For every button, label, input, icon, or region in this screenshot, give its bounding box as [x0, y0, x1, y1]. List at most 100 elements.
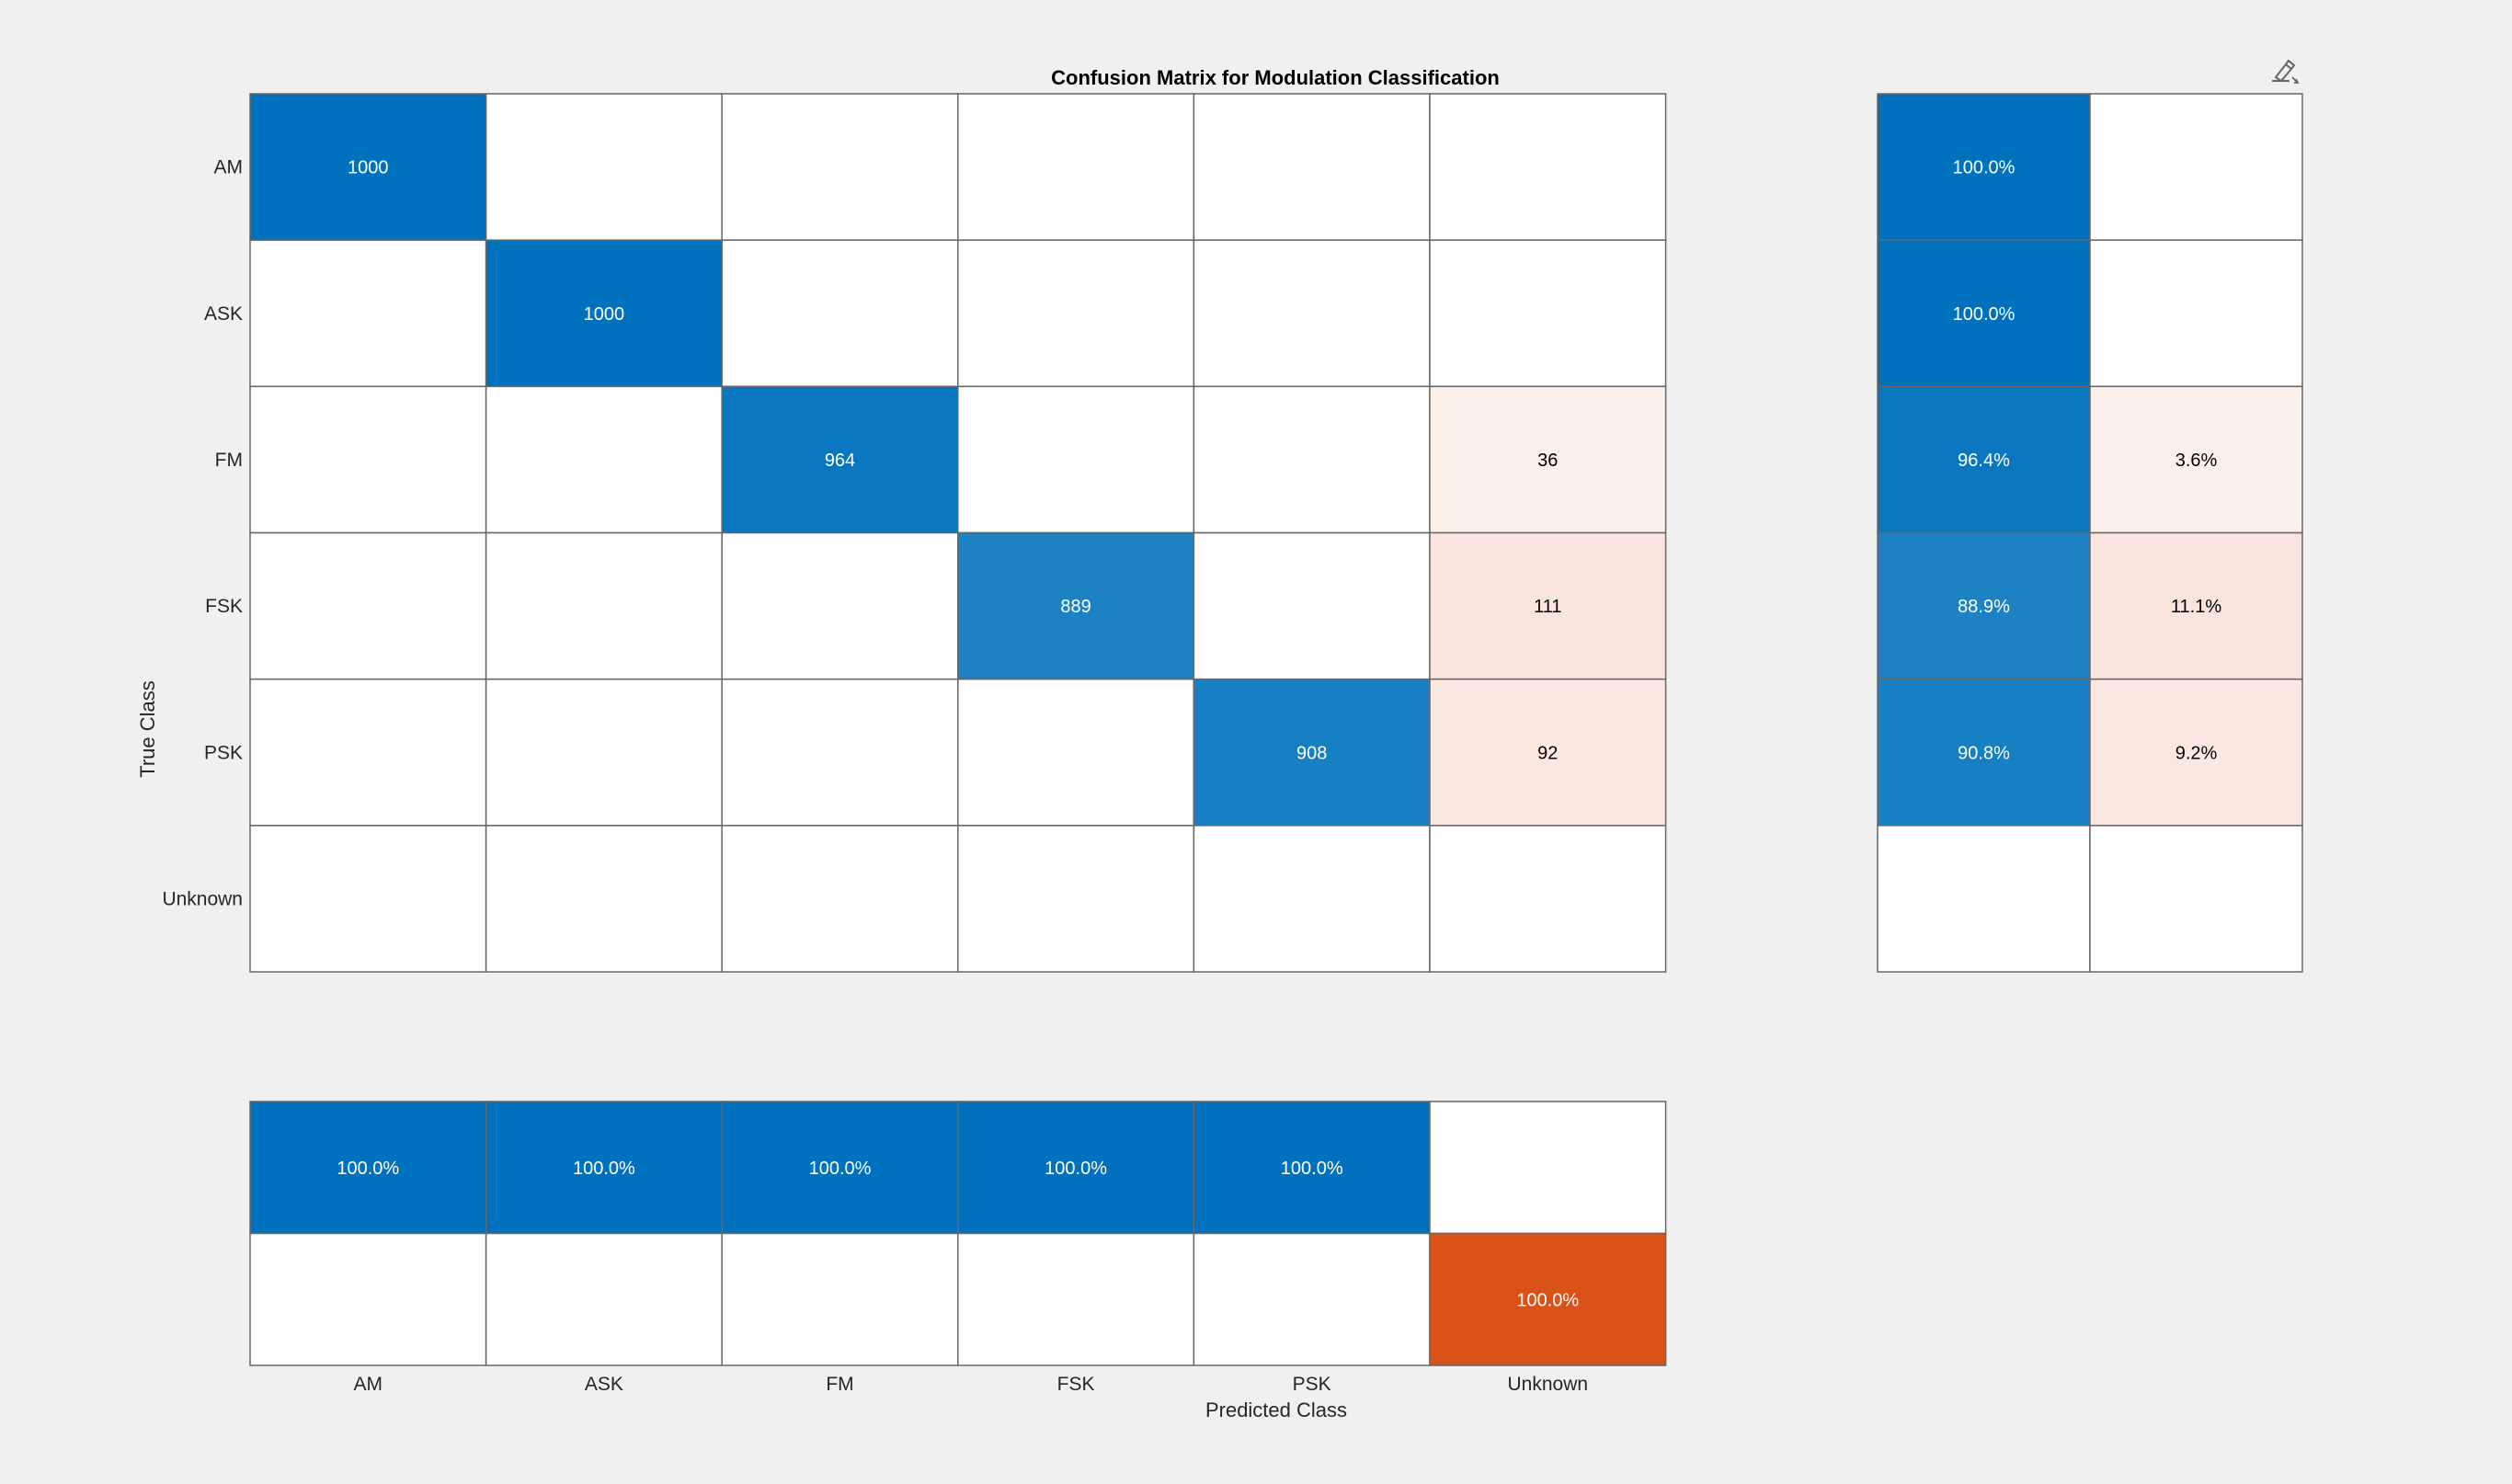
- matrix-cell: 1000: [485, 239, 723, 388]
- matrix-cell: 1000: [249, 93, 487, 241]
- row-summary-value: 100.0%: [1953, 158, 2015, 178]
- col-correct-cell: 100.0%: [1193, 1101, 1431, 1235]
- matrix-cell: [1429, 239, 1667, 388]
- row-incorrect-cell: 11.1%: [2089, 531, 2303, 680]
- matrix-cell: [1429, 825, 1667, 973]
- y-tick-labels: AM ASK FM FSK PSK Unknown: [162, 157, 243, 910]
- matrix-cell: [485, 531, 723, 680]
- col-correct-cell: [1429, 1101, 1667, 1235]
- column-summary-value: 100.0%: [573, 1159, 635, 1179]
- x-tick-label: PSK: [1293, 1374, 1331, 1395]
- matrix-cell: [1429, 93, 1667, 241]
- row-correct-cell: 100.0%: [1877, 93, 2091, 241]
- row-summary-value: 100.0%: [1953, 304, 2015, 325]
- row-summary-value: 11.1%: [2171, 597, 2221, 617]
- matrix-cell: [721, 239, 959, 388]
- matrix-cell: [485, 678, 723, 827]
- row-incorrect-cell: [2089, 93, 2303, 241]
- matrix-cell: [249, 531, 487, 680]
- column-summary-value: 100.0%: [809, 1159, 872, 1179]
- matrix-cell: [721, 531, 959, 680]
- matrix-cell: [721, 678, 959, 827]
- cell-value: 111: [1534, 597, 1561, 617]
- matrix-cell: [1193, 239, 1431, 388]
- y-tick-label: Unknown: [162, 888, 243, 909]
- matrix-cell: [249, 239, 487, 388]
- row-correct-cell: 96.4%: [1877, 385, 2091, 534]
- cell-value: 92: [1537, 743, 1558, 763]
- row-correct-cell: 100.0%: [1877, 239, 2091, 388]
- matrix-cell: [721, 93, 959, 241]
- cell-value: 1000: [348, 158, 389, 178]
- col-correct-cell: 100.0%: [721, 1101, 959, 1235]
- cell-value: 964: [825, 451, 855, 471]
- row-summary-matrix: 100.0% 100.0% 96.4% 3.6% 88.9% 11.1% 90.8% 9.2%: [1877, 93, 2303, 973]
- col-correct-cell: 100.0%: [249, 1101, 487, 1235]
- col-incorrect-cell: [485, 1232, 723, 1366]
- col-correct-cell: 100.0%: [485, 1101, 723, 1235]
- y-tick-label: AM: [214, 157, 244, 178]
- matrix-cell: [1193, 385, 1431, 534]
- cell-value: 1000: [584, 304, 625, 325]
- matrix-cell: [957, 825, 1195, 973]
- x-axis-label: Predicted Class: [1205, 1398, 1347, 1421]
- x-tick-label: Unknown: [1508, 1374, 1589, 1395]
- matrix-cell: [485, 385, 723, 534]
- matrix-cell: 92: [1429, 678, 1667, 827]
- y-axis-label: True Class: [136, 680, 159, 778]
- chart-title: Confusion Matrix for Modulation Classifi…: [1051, 66, 1500, 89]
- brush-data-icon[interactable]: [2267, 57, 2301, 86]
- main-matrix: 1000 1000 964 36 889 111 908 92: [249, 93, 1667, 973]
- x-tick-label: AM: [354, 1374, 383, 1395]
- row-incorrect-cell: 9.2%: [2089, 678, 2303, 827]
- col-incorrect-cell: [957, 1232, 1195, 1366]
- row-summary-value: 9.2%: [2175, 743, 2218, 763]
- col-incorrect-cell: [249, 1232, 487, 1366]
- matrix-cell: 36: [1429, 385, 1667, 534]
- column-summary-value: 100.0%: [1281, 1159, 1343, 1179]
- matrix-cell: [957, 678, 1195, 827]
- row-incorrect-cell: 3.6%: [2089, 385, 2303, 534]
- matrix-cell: [1193, 531, 1431, 680]
- y-tick-label: FSK: [205, 596, 243, 617]
- y-tick-label: ASK: [204, 303, 243, 325]
- cell-value: 908: [1296, 743, 1327, 763]
- column-summary-value: 100.0%: [1516, 1290, 1579, 1310]
- col-incorrect-cell: 100.0%: [1429, 1232, 1667, 1366]
- cell-value: 36: [1537, 451, 1558, 471]
- column-summary-value: 100.0%: [1045, 1159, 1107, 1179]
- row-summary-value: 88.9%: [1958, 597, 2010, 617]
- x-tick-labels: AM ASK FM FSK PSK Unknown: [354, 1374, 1589, 1395]
- matrix-cell: [1193, 93, 1431, 241]
- col-incorrect-cell: [721, 1232, 959, 1366]
- x-tick-label: FM: [826, 1374, 853, 1395]
- column-summary-matrix: 100.0% 100.0% 100.0% 100.0% 100.0% 100.0%: [249, 1101, 1667, 1366]
- row-correct-cell: 90.8%: [1877, 678, 2091, 827]
- matrix-cell: [1193, 825, 1431, 973]
- matrix-cell: [957, 239, 1195, 388]
- row-incorrect-cell: [2089, 825, 2303, 973]
- y-tick-label: FM: [215, 450, 243, 471]
- row-correct-cell: 88.9%: [1877, 531, 2091, 680]
- matrix-cell: [249, 825, 487, 973]
- matrix-cell: [721, 825, 959, 973]
- column-summary-value: 100.0%: [337, 1159, 399, 1179]
- col-incorrect-cell: [1193, 1232, 1431, 1366]
- row-correct-cell: [1877, 825, 2091, 973]
- matrix-cell: [957, 93, 1195, 241]
- matrix-cell: 889: [957, 531, 1195, 680]
- matrix-cell: 111: [1429, 531, 1667, 680]
- matrix-cell: 908: [1193, 678, 1431, 827]
- x-tick-label: FSK: [1057, 1374, 1095, 1395]
- matrix-cell: 964: [721, 385, 959, 534]
- row-summary-value: 96.4%: [1958, 451, 2010, 471]
- row-summary-value: 3.6%: [2175, 451, 2218, 471]
- matrix-cell: [249, 678, 487, 827]
- col-correct-cell: 100.0%: [957, 1101, 1195, 1235]
- x-tick-label: ASK: [585, 1374, 623, 1395]
- matrix-cell: [957, 385, 1195, 534]
- y-tick-label: PSK: [204, 742, 243, 763]
- row-summary-value: 90.8%: [1958, 743, 2010, 763]
- matrix-cell: [249, 385, 487, 534]
